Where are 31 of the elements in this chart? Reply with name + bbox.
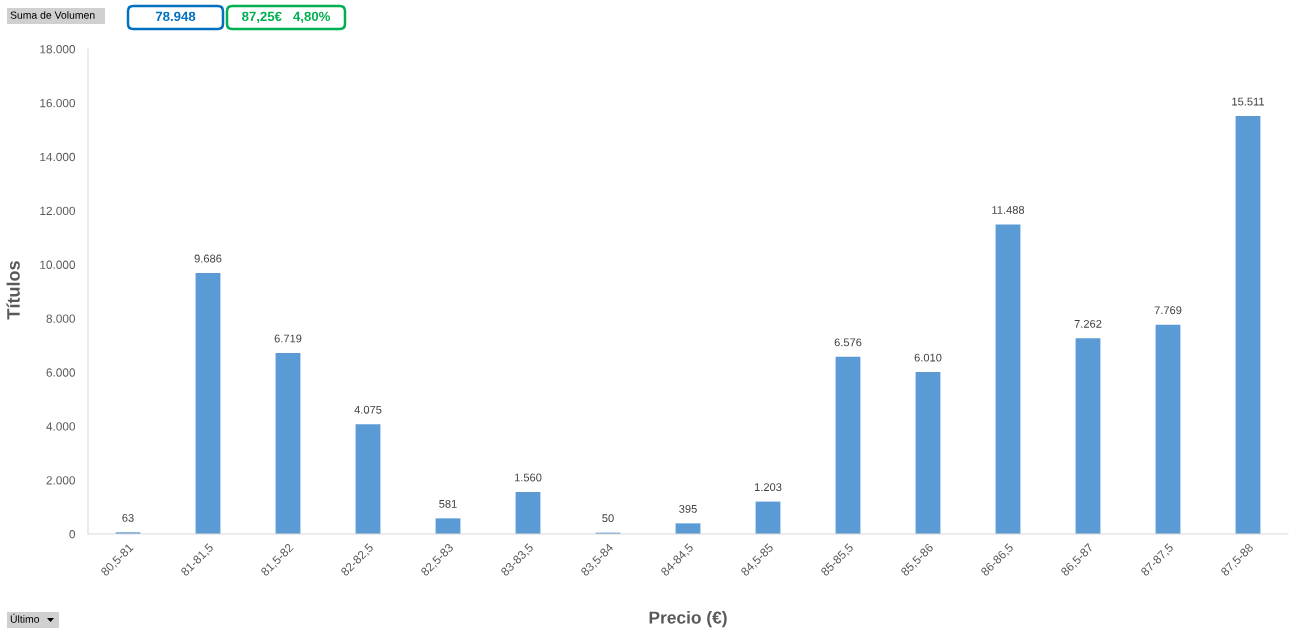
data-label: 4.075	[354, 405, 382, 414]
y-tick-label: 2.000	[46, 476, 76, 485]
data-label: 6.576	[834, 338, 862, 347]
text: 78.948	[155, 11, 196, 22]
y-tick-label: 18.000	[40, 45, 76, 54]
data-label: 581	[439, 499, 457, 508]
text: 87,25€ 4,80%	[242, 11, 331, 23]
data-label: 50	[602, 514, 614, 523]
y-tick-label: 10.000	[40, 260, 76, 269]
y-tick-label: 4.000	[46, 422, 76, 431]
y-axis-title: Títulos	[6, 261, 20, 320]
y-tick-label: 12.000	[40, 206, 76, 216]
data-label: 6.719	[274, 334, 302, 343]
y-tick-label: 6.000	[46, 368, 76, 377]
y-tick-label: 8.000	[46, 314, 76, 323]
x-axis-title: Precio (€)	[649, 611, 727, 628]
y-tick-label: 14.000	[40, 152, 76, 162]
data-label: 1.560	[514, 473, 542, 482]
y-tick-label: 0	[69, 530, 76, 539]
data-label: 7.769	[1154, 306, 1182, 315]
data-label: 15.511	[1232, 97, 1265, 106]
y-tick-label: 16.000	[40, 98, 76, 108]
text: Último	[10, 613, 40, 623]
data-label: 395	[679, 504, 697, 513]
text: Suma de Volumen	[10, 11, 95, 19]
data-label: 7.262	[1074, 319, 1102, 328]
data-label: 63	[122, 513, 134, 522]
data-label: 1.203	[754, 483, 782, 492]
data-label: 11.488	[992, 206, 1025, 214]
data-label: 6.010	[914, 353, 942, 362]
data-label: 9.686	[194, 254, 222, 263]
